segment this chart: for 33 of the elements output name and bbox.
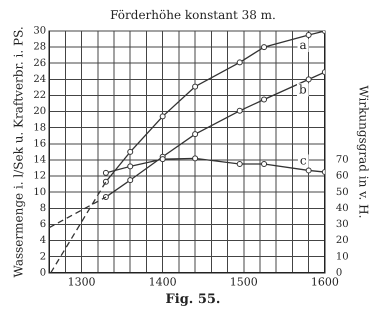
y2-tick-label: 40 — [336, 202, 349, 214]
y-tick-label: 10 — [33, 186, 46, 198]
y-axis-title: Wassermenge i. l/Sek u. Kraftverbr. i. PS. — [11, 26, 26, 278]
y-tick-label: 20 — [33, 106, 46, 118]
chart-title: Förderhöhe konstant 38 m. — [109, 8, 277, 22]
y-tick-label: 16 — [33, 138, 46, 150]
y-tick-label: 12 — [33, 170, 46, 182]
y2-tick-label: 10 — [336, 251, 349, 262]
y-tick-label: 22 — [33, 90, 46, 102]
y-tick-label: 6 — [40, 219, 46, 230]
y2-axis-title: Wirkungsgrad in v. H. — [356, 85, 371, 218]
series-label: c — [300, 153, 307, 168]
y-tick-label: 24 — [33, 74, 46, 85]
y-tick-label: 30 — [33, 26, 46, 37]
y-tick-label: 14 — [33, 154, 46, 166]
x-tick-label: 1300 — [68, 275, 96, 288]
y-tick-label: 18 — [33, 122, 46, 134]
y2-tick-label: 50 — [336, 186, 349, 198]
caption: Fig. 55. — [164, 292, 222, 307]
y-tick-label: 0 — [40, 267, 46, 278]
y-tick-label: 28 — [33, 42, 46, 53]
series-label: a — [300, 38, 307, 52]
y-tick-label: 26 — [33, 58, 46, 69]
y-tick-label: 4 — [40, 235, 46, 246]
y2-tick-label: 70 — [336, 154, 349, 166]
y2-tick-label: 60 — [336, 170, 349, 182]
y-tick-label: 2 — [40, 251, 46, 262]
series-label: b — [298, 82, 307, 96]
y2-tick-label: 20 — [336, 235, 349, 246]
y-tick-label: 8 — [40, 202, 46, 214]
x-tick-label: 1400 — [148, 275, 177, 288]
y2-tick-label: 30 — [336, 219, 349, 230]
x-tick-label: 1500 — [230, 275, 258, 288]
